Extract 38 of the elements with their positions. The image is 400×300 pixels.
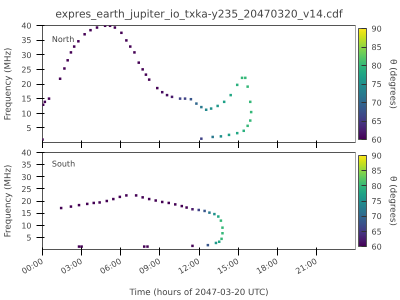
y-axis-title: Frequency (MHz) xyxy=(3,48,14,120)
y-tick-label: 35 xyxy=(21,36,32,46)
color-bar-label: 85 xyxy=(372,166,382,176)
y-tick-label: 10 xyxy=(21,221,32,230)
y-tick-label: 25 xyxy=(21,184,32,194)
y-tick-label: 20 xyxy=(21,197,32,206)
color-bar-label: 65 xyxy=(372,227,382,236)
color-bar-label: 70 xyxy=(372,98,382,108)
y-axis-title: Frequency (MHz) xyxy=(3,164,14,238)
color-bar-label: 65 xyxy=(372,117,382,126)
y-tick-label: 35 xyxy=(21,160,32,170)
y-tick-label: 5 xyxy=(26,124,32,133)
x-axis-title: Time (hours of 2047-03-20 UTC) xyxy=(128,288,269,298)
chart-title: expres_earth_jupiter_io_txka-y235_20470320_v14.cdf xyxy=(55,8,343,20)
color-bar-label: 80 xyxy=(372,182,382,191)
y-tick-label: 15 xyxy=(21,94,32,104)
color-bar-label: 75 xyxy=(372,197,382,206)
color-bar-label: 60 xyxy=(372,136,382,144)
y-tick-label: 25 xyxy=(21,65,32,74)
color-bar-title: θ (degrees) xyxy=(388,59,398,109)
y-tick-label: 20 xyxy=(21,80,32,89)
y-tick-label: 15 xyxy=(21,209,32,218)
y-tick-label: 5 xyxy=(26,233,32,242)
color-bar-title: θ (degrees) xyxy=(388,176,398,226)
y-tick-label: 10 xyxy=(21,109,32,118)
color-bar-label: 90 xyxy=(372,152,382,160)
y-tick-label: 40 xyxy=(21,22,32,30)
color-bar-label: 80 xyxy=(372,62,382,70)
y-tick-label: 30 xyxy=(21,50,32,60)
y-tick-label: 40 xyxy=(21,148,32,158)
annotation: South xyxy=(52,160,76,169)
color-bar-label: 85 xyxy=(372,43,382,52)
y-tick-label: 30 xyxy=(21,172,32,182)
color-bar-label: 75 xyxy=(372,80,382,89)
color-bar-label: 70 xyxy=(372,212,382,222)
color-bar-label: 90 xyxy=(372,24,382,34)
annotation: North xyxy=(52,35,74,44)
color-bar-label: 60 xyxy=(372,242,382,252)
